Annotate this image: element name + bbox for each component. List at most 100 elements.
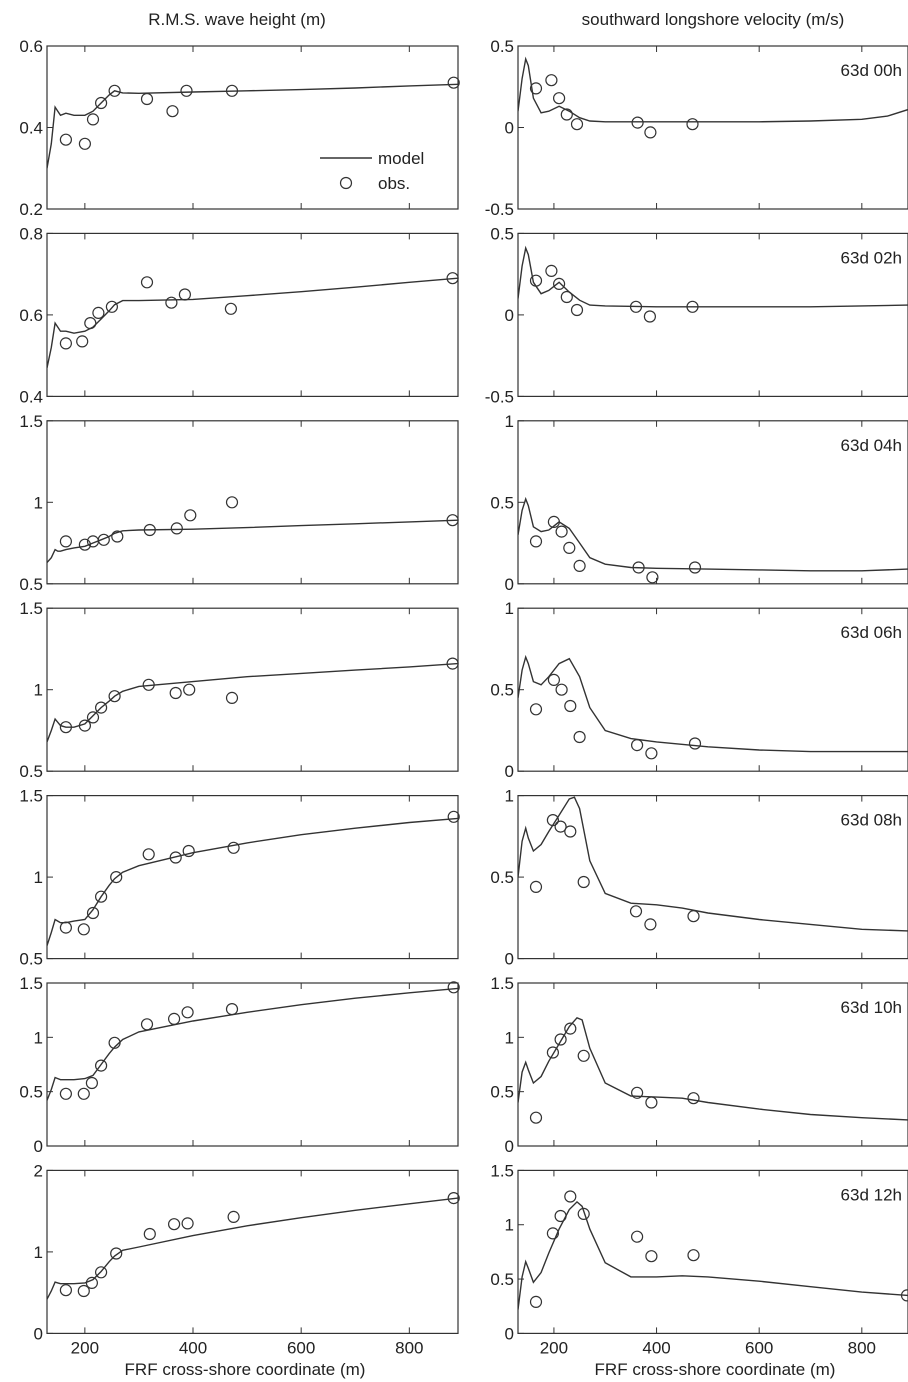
chart-right-1-obs-point <box>643 310 657 323</box>
chart-right-2-obs-point <box>563 541 576 555</box>
chart-left-4-obs-point <box>227 841 240 854</box>
chart-left-6-x-tick-label: 200 <box>71 1338 99 1357</box>
chart-left-3-y-tick-label: 0.5 <box>19 762 43 781</box>
chart-right-6-obs-point <box>900 1289 908 1302</box>
chart-right-4-obs-point <box>577 875 590 889</box>
chart-left-0-y-tick-label: 0.2 <box>19 200 43 219</box>
chart-right-2-obs-point <box>632 561 645 574</box>
chart-left-6-obs-point <box>227 1210 240 1224</box>
chart-left-2-obs-point <box>143 523 156 537</box>
chart-left-1-obs-point <box>224 302 237 315</box>
chart-left-4-model-line <box>47 817 458 946</box>
chart-left-1-obs-point <box>92 306 105 319</box>
chart-right-2-obs-point <box>688 561 702 574</box>
chart-right-2-obs-point <box>573 559 586 573</box>
legend-obs-label: obs. <box>378 174 410 193</box>
chart-left-2-obs-point <box>184 509 197 522</box>
chart-left-5-obs-point <box>140 1018 154 1031</box>
chart-left-3-obs-point <box>108 690 121 703</box>
chart-left-5-model-line <box>47 987 458 1101</box>
chart-left-3-frame <box>46 607 459 772</box>
chart-left-2-obs-point <box>97 533 110 546</box>
chart-right-2-y-tick-label: 1 <box>505 412 514 431</box>
chart-left-1-obs-point <box>59 337 73 350</box>
right-column-title: southward longshore velocity (m/s) <box>582 10 845 29</box>
chart-left-5-frame <box>46 982 459 1147</box>
chart-right-5-frame <box>517 982 908 1147</box>
chart-right-6-y-tick-label: 0 <box>505 1324 514 1343</box>
chart-left-0-obs-point <box>94 96 108 110</box>
right-x-axis-label: FRF cross-shore coordinate (m) <box>595 1360 836 1379</box>
chart-left-5: 0 0.5 1 1.5 <box>19 974 460 1156</box>
chart-left-2-frame <box>46 420 459 585</box>
chart-left-3-obs-point <box>446 657 459 670</box>
chart-left-3-model-line <box>47 662 458 743</box>
chart-right-6-obs-point <box>529 1295 543 1309</box>
chart-right-0-time-label: 63d 00h <box>841 61 902 80</box>
chart-right-3-time-label: 63d 06h <box>841 623 902 642</box>
chart-right-3-obs-point <box>529 703 543 716</box>
chart-right-4-obs-point <box>546 813 560 827</box>
chart-right-0-y-tick-label: 0 <box>505 119 514 138</box>
chart-right-0-obs-point <box>560 108 573 121</box>
legend-model-label: model <box>378 149 424 168</box>
chart-left-2: 0.5 1 1.5 <box>19 412 459 594</box>
chart-left-5-y-tick-label: 1 <box>34 1028 43 1047</box>
chart-right-6-y-tick-label: 1.5 <box>490 1161 514 1180</box>
chart-right-0-obs-point <box>545 74 558 87</box>
left-column-title: R.M.S. wave height (m) <box>148 10 326 29</box>
chart-right-1-obs-point <box>629 300 643 313</box>
chart-left-5-y-tick-label: 1.5 <box>19 974 43 993</box>
chart-left-1-obs-point <box>446 272 459 285</box>
chart-left-5-obs-point <box>94 1059 108 1072</box>
chart-left-2-obs-point <box>111 530 124 543</box>
chart-left-5-y-tick-label: 0.5 <box>19 1083 43 1102</box>
chart-left-3-y-tick-label: 1.5 <box>19 599 43 618</box>
chart-right-1-obs-point <box>552 277 566 290</box>
chart-right-5-y-tick-label: 0 <box>505 1137 514 1156</box>
chart-right-0-model-line <box>518 56 908 123</box>
chart-left-4-obs-point <box>447 810 460 823</box>
chart-right-1-obs-point <box>686 300 699 313</box>
chart-left-3-obs-point <box>78 719 92 732</box>
chart-left-6-obs-point <box>168 1218 181 1231</box>
chart-right-5-model-line <box>518 1016 908 1121</box>
chart-right-5-obs-point <box>554 1033 567 1046</box>
chart-right-0-obs-point <box>644 126 657 139</box>
chart-right-4-obs-point <box>564 825 577 838</box>
chart-left-6-x-tick-label: 800 <box>395 1338 423 1357</box>
chart-left-0-obs-point <box>59 133 73 146</box>
chart-right-6: 0 0.5 1 1.5 200 400 600 800 63d 12h <box>490 1161 908 1357</box>
chart-left-4-obs-point <box>59 921 73 934</box>
chart-right-2-obs-point <box>547 515 561 529</box>
chart-left-1-y-tick-label: 0.6 <box>19 306 43 325</box>
chart-right-2-time-label: 63d 04h <box>841 436 902 455</box>
chart-left-3-obs-point <box>59 721 73 734</box>
chart-right-5-obs-point <box>577 1049 590 1062</box>
chart-right-4-y-tick-label: 0.5 <box>490 868 514 887</box>
chart-left-3-obs-point <box>86 711 100 724</box>
chart-right-5-obs-point <box>630 1086 644 1099</box>
chart-left-6-obs-point <box>85 1276 99 1290</box>
chart-left-5-obs-point <box>447 981 460 994</box>
chart-right-5-obs-point <box>529 1111 543 1124</box>
chart-left-4-y-tick-label: 0.5 <box>19 950 43 969</box>
chart-right-6-obs-point <box>687 1249 700 1262</box>
chart-right-6-x-tick-label: 800 <box>848 1338 876 1357</box>
chart-left-2-model-line <box>47 519 458 564</box>
chart-left-0-obs-point <box>166 105 179 118</box>
chart-right-2-obs-point <box>529 535 543 548</box>
chart-right-5-obs-point <box>687 1092 700 1105</box>
chart-left-6-x-tick-label: 600 <box>287 1338 315 1357</box>
chart-right-6-obs-point <box>564 1190 577 1203</box>
chart-right-1-obs-point <box>570 303 584 317</box>
chart-right-0: -0.5 0 0.5 63d 00h <box>485 37 908 219</box>
chart-left-3-obs-point <box>183 683 196 696</box>
chart-left-6-obs-point <box>77 1284 90 1298</box>
chart-right-0-y-tick-label: 0.5 <box>490 37 514 56</box>
chart-right-4-y-tick-label: 1 <box>505 787 514 806</box>
chart-left-6-model-line <box>47 1197 458 1300</box>
chart-left-0-obs-point <box>86 113 100 126</box>
chart-right-3-obs-point <box>645 747 658 760</box>
chart-right-2-obs-point <box>555 525 568 538</box>
